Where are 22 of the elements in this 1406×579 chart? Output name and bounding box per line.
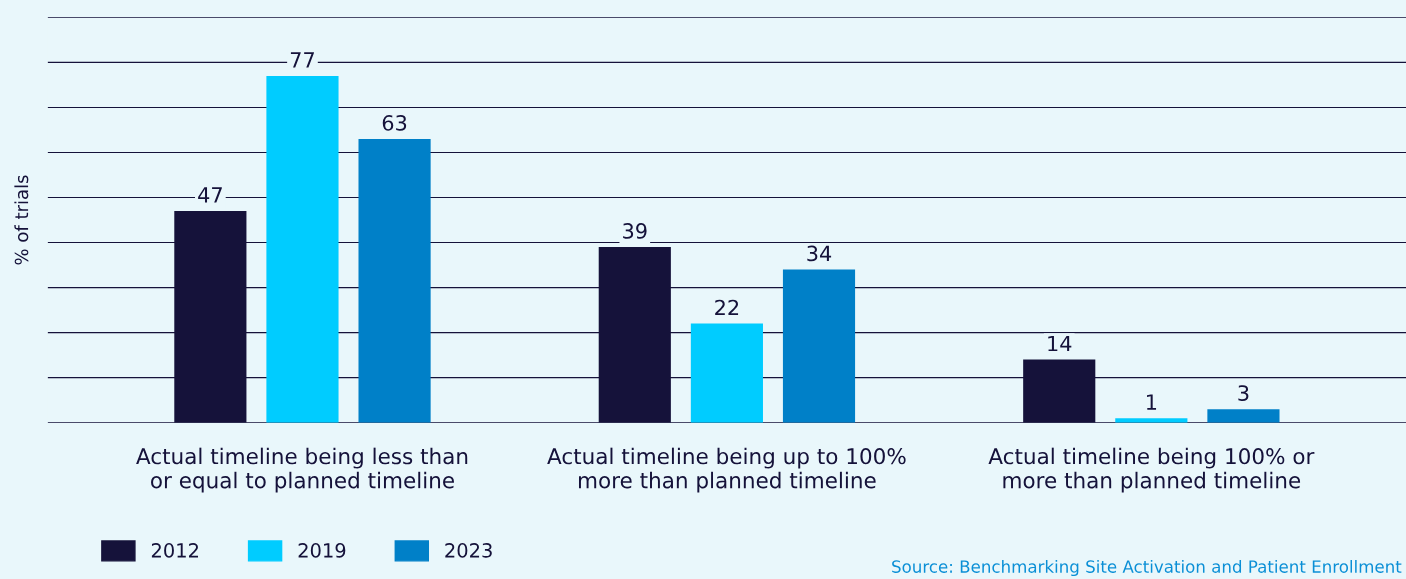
data-label: 63 [382,115,407,131]
x-tick-label: Actual timeline being less than or equal to planned timeline [136,447,468,493]
data-label: 39 [623,223,647,239]
legend-label: 2019 [298,543,346,558]
data-label: 22 [715,299,739,316]
bar [690,323,763,423]
bar [1207,409,1280,423]
data-label: 14 [1048,335,1072,352]
x-tick-label: Actual timeline being 100% or more than planned timeline [988,447,1315,493]
bar [782,269,856,423]
data-label: 34 [807,245,832,262]
legend-label: 2012 [151,543,199,558]
legend-label: 2023 [445,543,492,558]
x-tick-label: Actual timeline being up to 100% more than planned timeline [547,447,906,493]
bar [266,75,339,423]
data-label: 77 [290,52,314,68]
data-label: 1 [1147,394,1157,410]
y-axis-title: % of trials [14,175,29,265]
data-label: 47 [198,187,222,203]
source-note: Source: Benchmarking Site Activation and Patient Enrollment [892,559,1402,577]
bar [358,138,431,423]
data-label: 3 [1238,385,1249,401]
